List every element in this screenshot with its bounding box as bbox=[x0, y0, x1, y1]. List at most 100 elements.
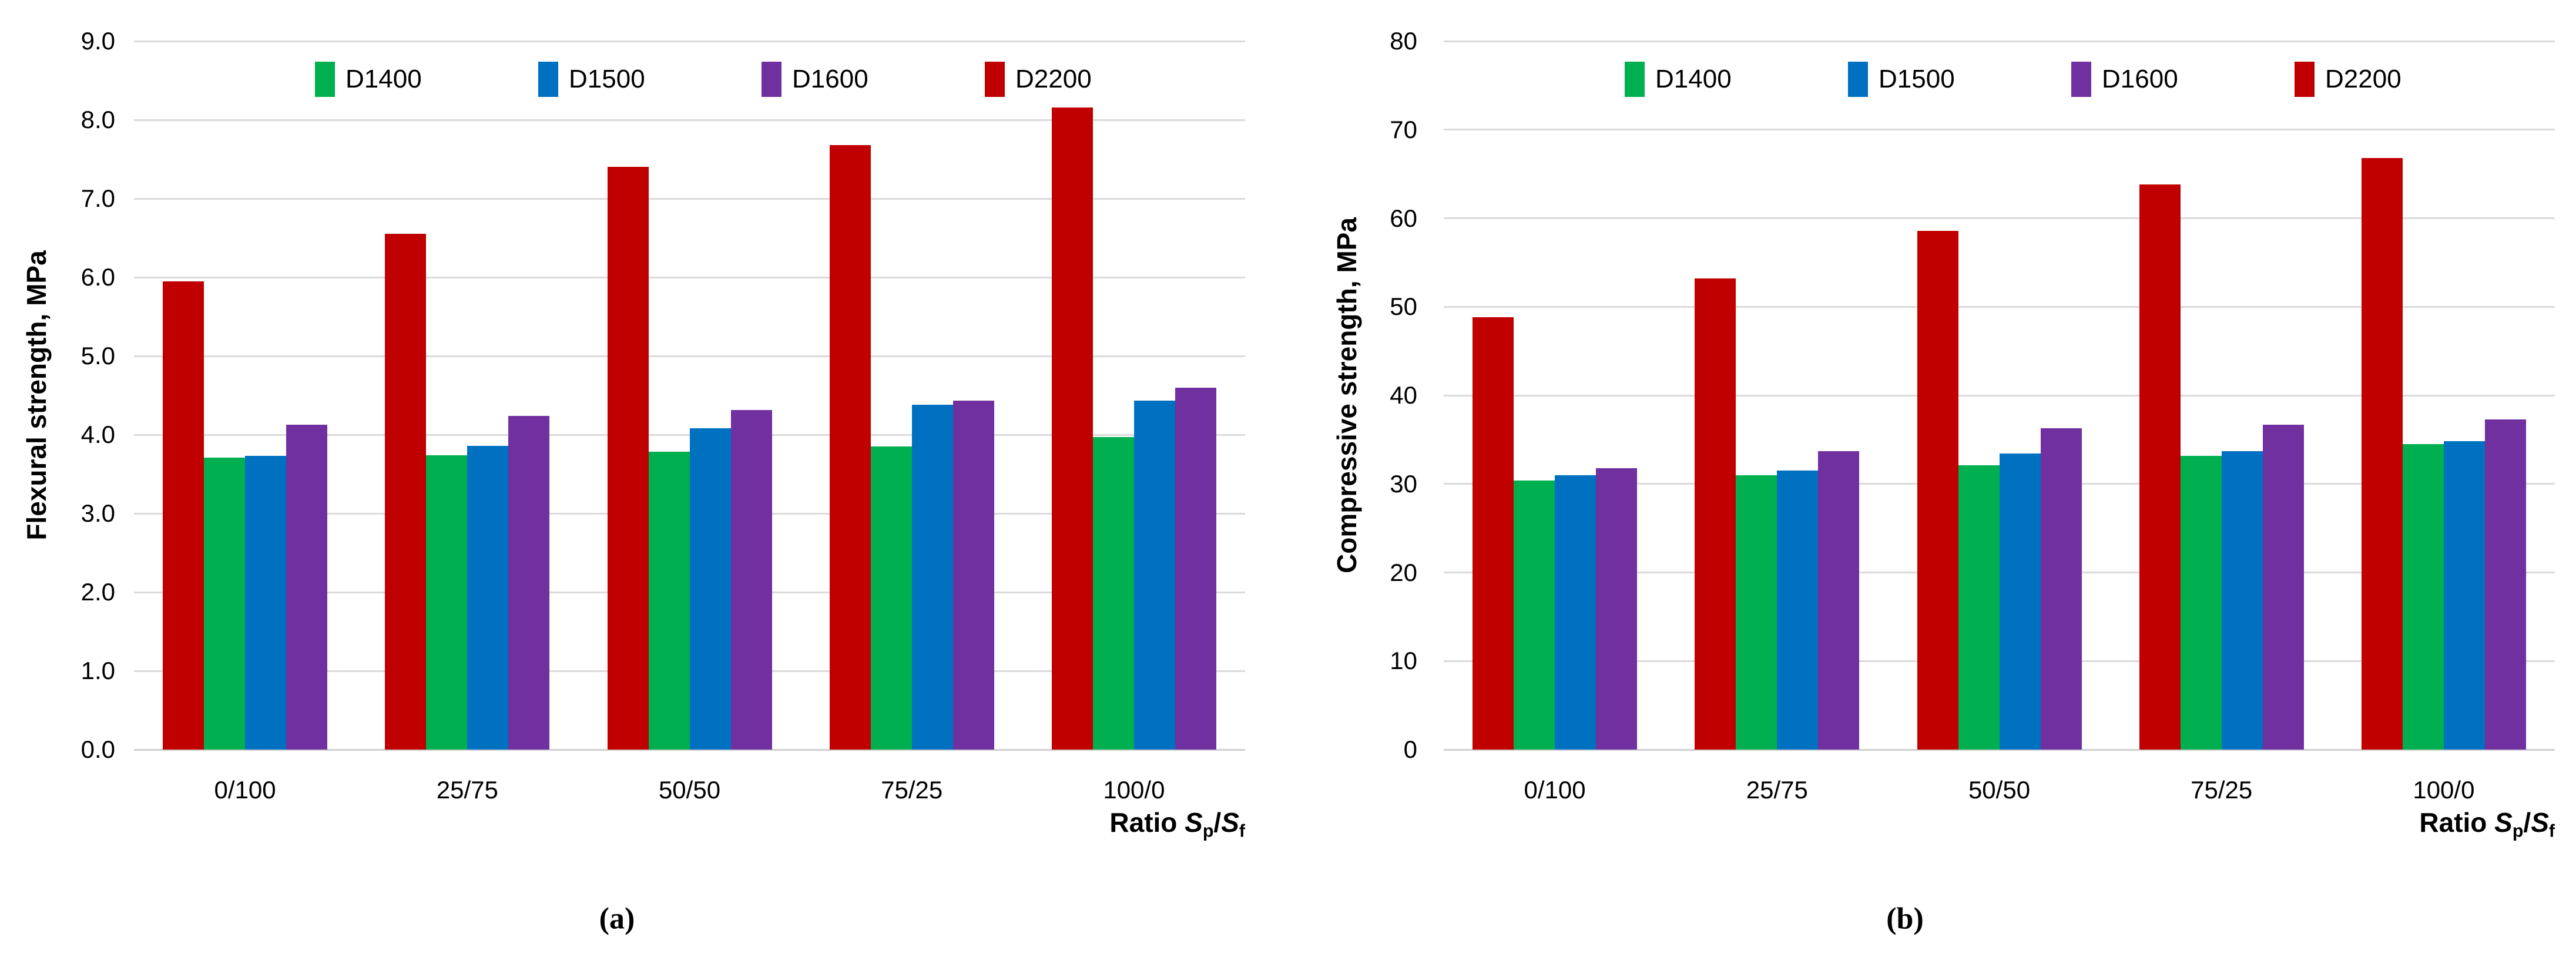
y-tick-label: 0 bbox=[1403, 735, 1417, 763]
y-tick-label: 20 bbox=[1390, 558, 1417, 586]
y-tick-label: 30 bbox=[1390, 469, 1417, 498]
bar-D2200-50/50 bbox=[607, 167, 649, 750]
legend-swatch-D1600 bbox=[762, 62, 781, 97]
legend-label-D1600: D1600 bbox=[2102, 65, 2178, 93]
y-axis-title: Flexural strength, MPa bbox=[21, 250, 52, 540]
bar-D1600-0/100 bbox=[286, 424, 328, 750]
bar-D2200-50/50 bbox=[1917, 230, 1958, 750]
bar-D2200-75/25 bbox=[2139, 184, 2181, 750]
gridline bbox=[134, 119, 1245, 121]
legend-swatch-D1500 bbox=[1848, 62, 1868, 97]
x-axis-title: Ratio Sp/Sf bbox=[716, 806, 1245, 847]
category-label: 0/100 bbox=[214, 776, 276, 804]
y-tick-label: 60 bbox=[1390, 204, 1417, 232]
bar-D1400-100/0 bbox=[2402, 444, 2444, 750]
legend-label-D2200: D2200 bbox=[2325, 65, 2401, 93]
bar-D2200-100/0 bbox=[2361, 157, 2403, 750]
y-tick-label: 4.0 bbox=[80, 421, 115, 448]
legend-item-D1500: D1500 bbox=[538, 62, 645, 97]
caption-b: (b) bbox=[1886, 902, 1924, 936]
y-tick-label: 1.0 bbox=[80, 657, 115, 684]
y-tick-label: 5.0 bbox=[80, 342, 115, 369]
bar-D1500-75/25 bbox=[911, 405, 953, 750]
category-label: 75/25 bbox=[881, 776, 943, 804]
legend-item-D2200: D2200 bbox=[2295, 62, 2401, 97]
bar-D1400-25/75 bbox=[426, 455, 468, 750]
x-axis-line bbox=[1444, 748, 2555, 751]
x-axis-title-run: f bbox=[2548, 821, 2555, 841]
gridline bbox=[1444, 305, 2555, 308]
bar-D1500-0/100 bbox=[1555, 475, 1596, 750]
y-tick-label: 8.0 bbox=[80, 106, 115, 133]
x-axis-title-run: p bbox=[1202, 821, 1214, 841]
bar-D1600-25/75 bbox=[508, 415, 550, 750]
bar-D1600-50/50 bbox=[730, 410, 772, 750]
gridline bbox=[134, 40, 1245, 42]
gridline bbox=[1444, 394, 2555, 397]
legend-label-D1400: D1400 bbox=[346, 65, 422, 93]
x-axis-title-run: Ratio bbox=[1109, 807, 1185, 838]
legend-item-D1600: D1600 bbox=[762, 62, 868, 97]
bar-D1400-100/0 bbox=[1092, 437, 1134, 750]
bar-D1500-25/75 bbox=[1777, 471, 1819, 750]
bar-D1500-25/75 bbox=[467, 445, 509, 750]
bar-D1400-75/25 bbox=[2180, 455, 2222, 750]
category-label: 100/0 bbox=[1103, 776, 1165, 804]
y-tick-label: 80 bbox=[1390, 27, 1417, 55]
category-label: 25/75 bbox=[1746, 776, 1808, 804]
y-tick-label: 2.0 bbox=[80, 578, 115, 606]
bar-D2200-75/25 bbox=[829, 145, 871, 750]
category-label: 0/100 bbox=[1524, 776, 1586, 804]
bar-D2200-25/75 bbox=[1695, 278, 1736, 750]
legend-swatch-D1400 bbox=[315, 62, 335, 97]
gridline bbox=[1444, 217, 2555, 219]
legend-label-D1600: D1600 bbox=[792, 65, 868, 93]
legend-item-D1400: D1400 bbox=[1625, 62, 1732, 97]
y-tick-label: 6.0 bbox=[80, 263, 115, 291]
gridline bbox=[134, 355, 1245, 357]
y-tick-label: 0.0 bbox=[80, 735, 115, 763]
gridline bbox=[1444, 40, 2555, 42]
y-tick-label: 50 bbox=[1390, 293, 1417, 321]
bar-D1400-25/75 bbox=[1736, 475, 1777, 750]
legend-item-D1400: D1400 bbox=[315, 62, 422, 97]
y-tick-label: 10 bbox=[1390, 647, 1417, 675]
y-tick-label: 7.0 bbox=[80, 184, 115, 212]
x-axis-title-run: S bbox=[2494, 807, 2513, 838]
x-axis-title-run: Ratio bbox=[2419, 807, 2495, 838]
y-tick-label: 3.0 bbox=[80, 499, 115, 527]
legend-swatch-D2200 bbox=[985, 62, 1005, 97]
x-axis-title-run: S bbox=[2531, 807, 2549, 838]
legend-item-D2200: D2200 bbox=[985, 62, 1092, 97]
bar-D1500-75/25 bbox=[2221, 451, 2263, 750]
y-tick-label: 40 bbox=[1390, 381, 1417, 409]
x-axis-title-run: f bbox=[1239, 821, 1245, 841]
x-axis-title-run: S bbox=[1221, 807, 1239, 838]
legend-label-D2200: D2200 bbox=[1015, 65, 1092, 93]
legend-swatch-D1600 bbox=[2071, 62, 2091, 97]
caption-a: (a) bbox=[599, 902, 635, 936]
bar-D1500-100/0 bbox=[1133, 401, 1175, 750]
bar-D2200-0/100 bbox=[1473, 317, 1514, 750]
bar-D1600-50/50 bbox=[2040, 428, 2082, 750]
gridline bbox=[1444, 129, 2555, 131]
bar-D2200-25/75 bbox=[385, 234, 427, 750]
category-label: 100/0 bbox=[2413, 776, 2475, 804]
legend-item-D1600: D1600 bbox=[2071, 62, 2178, 97]
x-axis-title-run: / bbox=[1213, 807, 1222, 838]
bar-D1600-75/25 bbox=[2262, 424, 2304, 750]
legend-item-D1500: D1500 bbox=[1848, 62, 1955, 97]
legend-label-D1500: D1500 bbox=[569, 65, 645, 93]
bar-D1500-50/50 bbox=[1999, 454, 2041, 750]
bar-D1600-100/0 bbox=[1175, 387, 1216, 750]
x-axis-title-run: S bbox=[1185, 807, 1203, 838]
y-tick-label: 9.0 bbox=[80, 27, 115, 55]
bar-D2200-0/100 bbox=[163, 281, 204, 750]
category-label: 25/75 bbox=[436, 776, 498, 804]
bar-D1500-50/50 bbox=[689, 428, 731, 750]
bar-D2200-100/0 bbox=[1051, 107, 1093, 750]
y-tick-label: 70 bbox=[1390, 115, 1417, 143]
bar-D1500-100/0 bbox=[2443, 441, 2485, 750]
bar-D1600-75/25 bbox=[952, 401, 994, 750]
